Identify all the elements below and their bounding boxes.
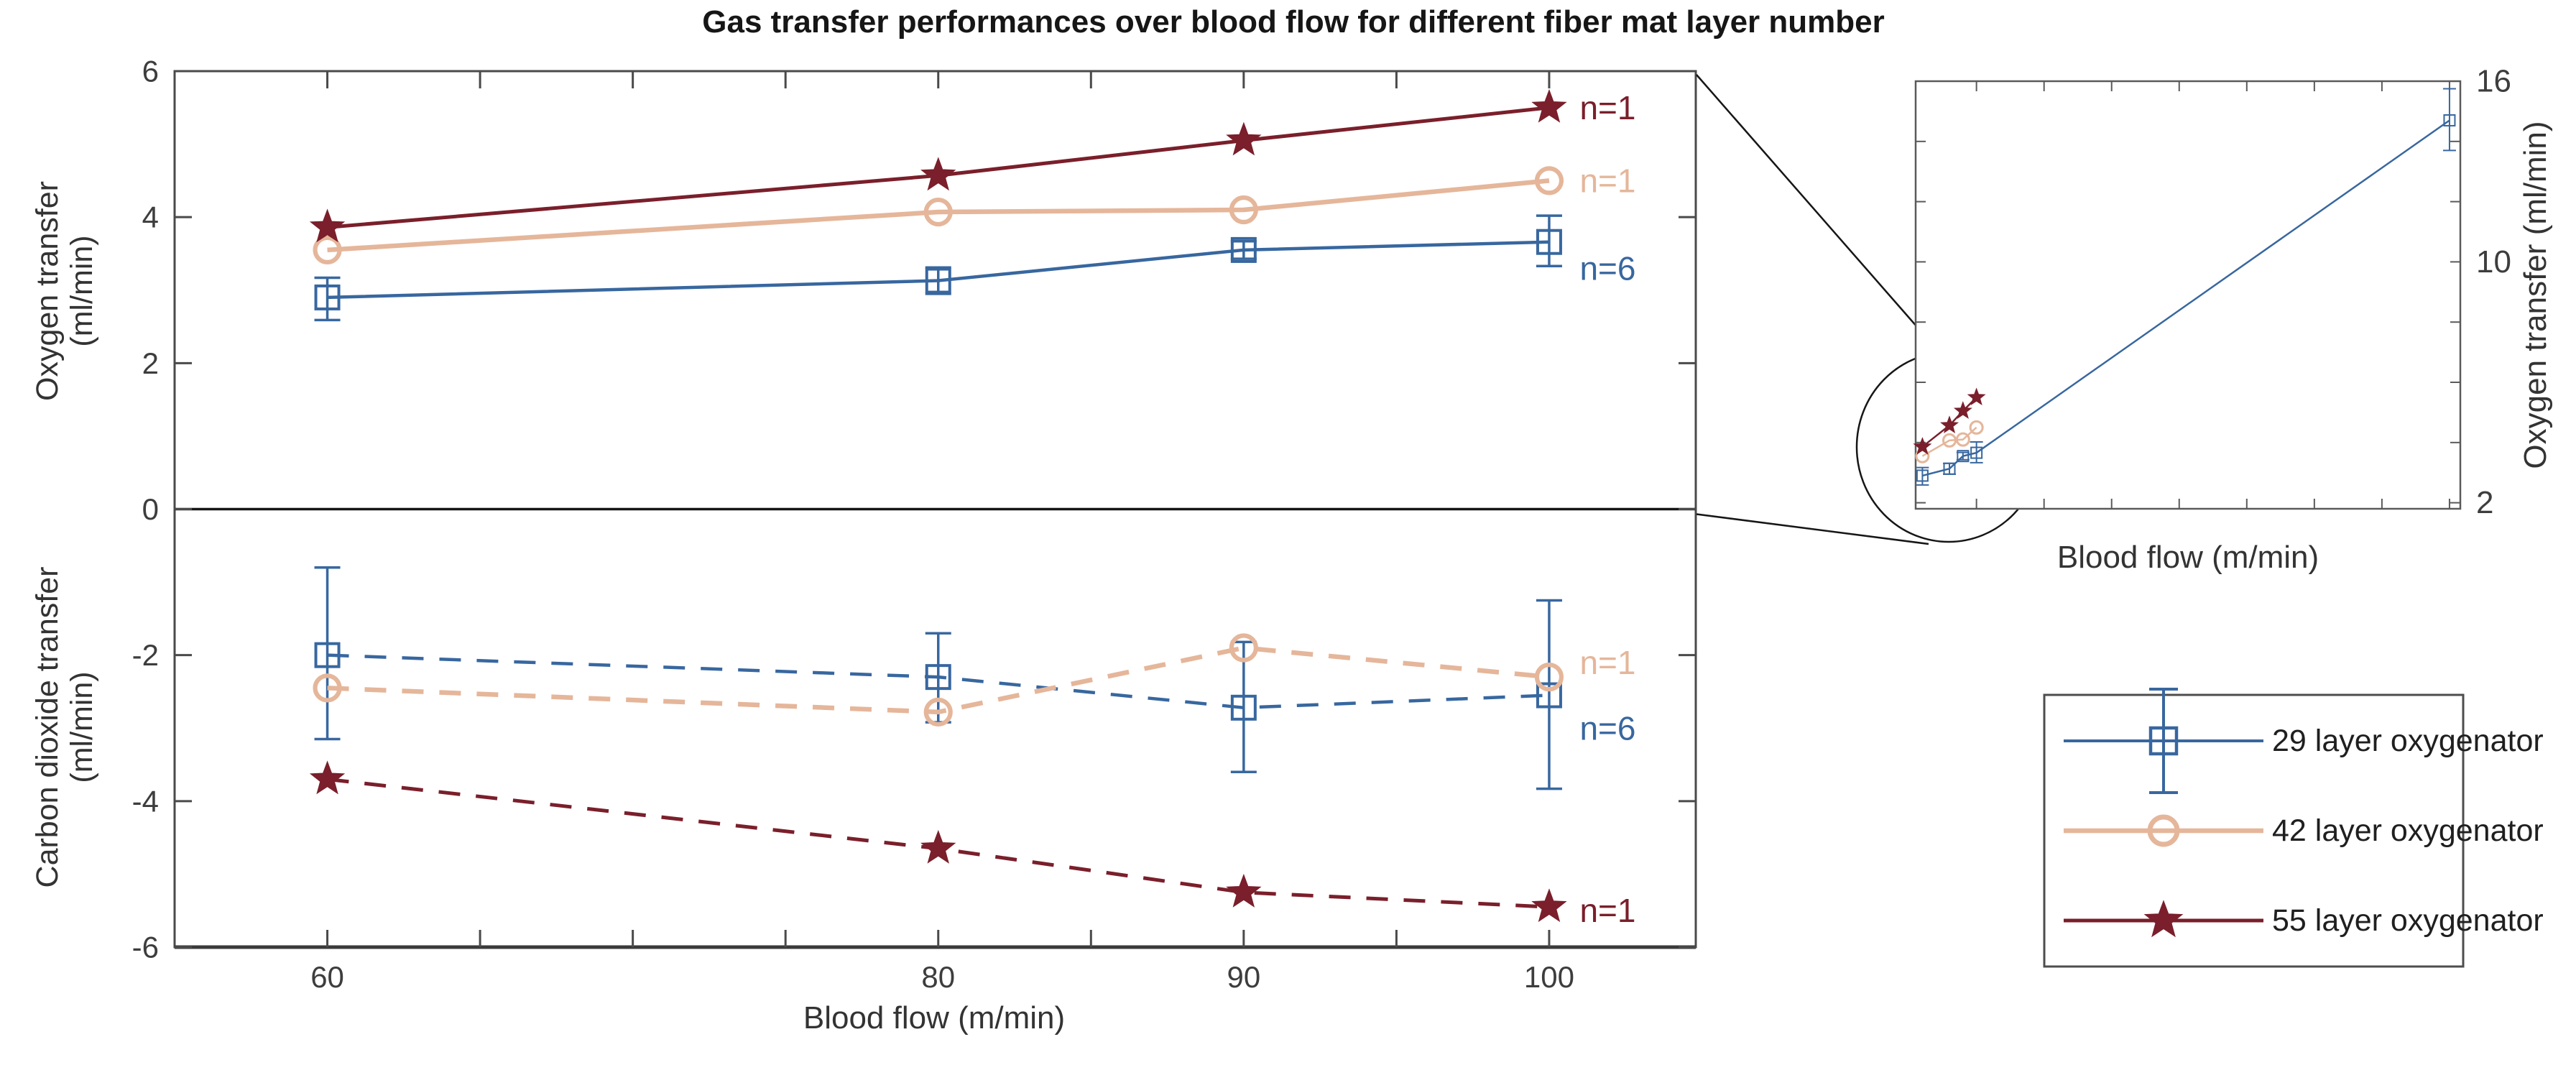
series-42-layer-oxygenator-co2 [313, 633, 1564, 727]
square-marker [1230, 236, 1257, 263]
circle-marker [1229, 633, 1258, 663]
legend-item-42-layer-oxygenator: 42 layer oxygenator [2064, 813, 2544, 848]
legend-item-55-layer-oxygenator: 55 layer oxygenator [2064, 900, 2544, 938]
y-tick-label: 0 [142, 492, 159, 526]
square-marker [1970, 446, 1983, 459]
inset-y-tick-label: 16 [2476, 64, 2511, 99]
series-29-layer-oxygenator-oxygen [314, 214, 1562, 322]
error-bar [314, 566, 341, 741]
star-marker [1226, 121, 1262, 156]
star-marker [1913, 437, 1932, 455]
series-29-layer-oxygenator-co2 [314, 566, 1562, 790]
star-marker [309, 760, 346, 795]
circle-marker [2147, 814, 2180, 847]
legend-label: 55 layer oxygenator [2272, 903, 2544, 938]
error-bar [1536, 214, 1562, 267]
circle-marker [923, 697, 953, 727]
callout-line-lower [1696, 513, 1929, 545]
x-tick-label: 60 [310, 960, 344, 994]
star-marker [1226, 873, 1262, 908]
square-marker [314, 642, 341, 668]
legend-label: 42 layer oxygenator [2272, 813, 2544, 848]
inset-x-axis-label: Blood flow (m/min) [2057, 540, 2319, 575]
square-marker [314, 284, 341, 310]
x-axis-label-main: Blood flow (m/min) [803, 1000, 1066, 1036]
n-label: n=1 [1579, 892, 1635, 929]
circle-marker [1229, 195, 1258, 225]
circle-marker [313, 235, 342, 264]
star-marker [1531, 888, 1567, 923]
main-axes: 60 80 90 100 -6 -4 -2 0 2 4 6 n=1 n=1 n=6 n=1 n=6 n=1 [132, 55, 1697, 994]
series-line [327, 240, 1550, 300]
legend-label: 29 layer oxygenator [2272, 724, 2544, 758]
square-marker [1943, 462, 1956, 475]
circle-marker [1534, 663, 1564, 692]
square-marker [2443, 114, 2456, 126]
n-label: n=6 [1579, 249, 1635, 287]
circle-marker [923, 197, 953, 227]
star-marker [1940, 415, 1959, 434]
inset-series-29-layer-oxygenator [1916, 88, 2456, 486]
error-bar [1536, 599, 1562, 790]
series-line [327, 777, 1550, 909]
y-tick-label: 6 [142, 55, 159, 88]
inset-y-tick-label: 10 [2476, 244, 2511, 280]
x-tick-label: 80 [921, 960, 955, 994]
star-marker [920, 157, 956, 191]
square-marker [1536, 229, 1562, 255]
inset-y-axis-label: Oxygen transfer (ml/min) [2518, 121, 2553, 469]
circle-marker [1534, 166, 1564, 195]
series-42-layer-oxygenator-oxygen [313, 166, 1564, 264]
star-marker [2143, 900, 2184, 938]
inset-axes: 2 10 16 Blood flow (m/min) Oxygen transfer (… [1913, 64, 2553, 575]
square-marker [925, 664, 951, 691]
star-marker [1531, 88, 1567, 123]
series-55-layer-oxygenator-co2 [309, 760, 1567, 923]
series-line [327, 178, 1550, 253]
n-label: n=6 [1579, 709, 1635, 747]
circle-marker [1955, 432, 1970, 447]
square-marker [1957, 450, 1970, 463]
x-tick-label: 90 [1227, 960, 1260, 994]
square-marker [925, 267, 951, 294]
square-marker [1916, 469, 1929, 482]
circle-marker [1969, 420, 1984, 435]
n-label: n=1 [1579, 644, 1635, 681]
y-tick-label: -4 [132, 784, 159, 818]
star-marker [309, 208, 346, 243]
circle-marker [313, 673, 342, 703]
y-tick-label: 2 [142, 346, 159, 380]
series-line [327, 653, 1550, 710]
legend: 29 layer oxygenator 42 layer oxygenator 55… [2043, 688, 2544, 968]
y-tick-label: -6 [132, 931, 159, 964]
x-tick-label: 100 [1524, 960, 1574, 994]
star-marker [1967, 387, 1986, 406]
inset-series-55-layer-oxygenator [1913, 387, 1986, 455]
series-55-layer-oxygenator-oxygen [309, 88, 1567, 243]
error-bar [2442, 88, 2456, 152]
square-marker [2148, 726, 2179, 756]
n-label: n=1 [1579, 162, 1635, 199]
series-line [327, 645, 1550, 715]
chart-title: Gas transfer performances over blood flo… [702, 4, 1885, 40]
square-marker [1536, 682, 1562, 709]
error-bar [314, 276, 341, 322]
n-label: n=1 [1579, 89, 1635, 126]
square-marker [1230, 694, 1257, 721]
y-tick-label: -2 [132, 638, 159, 672]
circle-marker [1942, 433, 1957, 448]
main-ticks: 60 80 90 100 -6 -4 -2 0 2 4 6 [132, 55, 1696, 994]
series-line [1921, 397, 1977, 448]
y-tick-label: 4 [142, 200, 159, 234]
star-marker [920, 829, 956, 864]
star-marker [1953, 401, 1972, 419]
series-line [1922, 119, 2450, 477]
inset-y-tick-label: 2 [2476, 485, 2493, 520]
sample-size-annotations: n=1 n=1 n=6 n=1 n=6 n=1 [1579, 89, 1635, 929]
series-line [327, 106, 1550, 229]
legend-item-29-layer-oxygenator: 29 layer oxygenator [2064, 688, 2544, 794]
